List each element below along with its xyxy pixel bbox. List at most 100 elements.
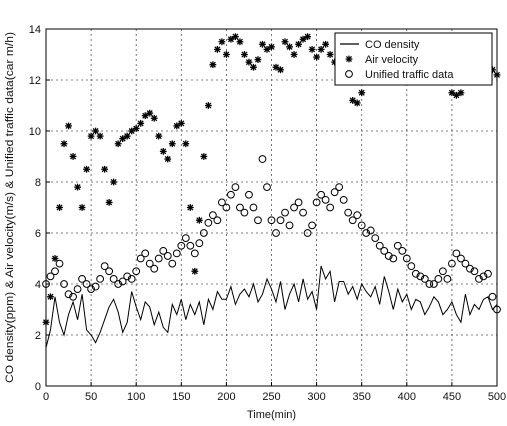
unified-traffic-point <box>303 229 312 237</box>
legend-entry: Unified traffic data <box>345 69 454 81</box>
unified-traffic-point <box>330 188 339 197</box>
unified-traffic-point <box>154 254 163 263</box>
air-velocity-point <box>141 112 149 120</box>
unified-traffic-point <box>73 285 82 294</box>
legend-box <box>334 32 493 86</box>
x-tick-label: 50 <box>85 391 97 403</box>
y-tick-label: 2 <box>35 330 41 342</box>
unified-traffic-point <box>60 280 68 288</box>
unified-traffic-point <box>245 190 253 199</box>
air-velocity-point <box>155 132 163 140</box>
unified-traffic-point <box>276 216 285 225</box>
unified-traffic-point <box>64 290 73 299</box>
unified-traffic-point <box>317 190 326 199</box>
air-velocity-point <box>186 204 194 211</box>
air-velocity-point <box>65 122 72 130</box>
unified-traffic-point <box>236 203 244 212</box>
unified-traffic-point <box>452 249 461 258</box>
legend-star-marker <box>345 55 353 63</box>
x-tick-label: 300 <box>307 391 325 403</box>
air-velocity-point <box>213 46 221 53</box>
unified-traffic-point <box>470 267 479 276</box>
unified-traffic-point <box>267 216 276 225</box>
unified-traffic-point <box>308 221 316 230</box>
unified-traffic-point <box>375 241 384 250</box>
unified-traffic-point <box>434 275 443 283</box>
y-tick-label: 12 <box>29 75 41 87</box>
unified-traffic-point <box>294 198 303 207</box>
air-velocity-point <box>236 38 244 46</box>
air-velocity-point <box>268 43 275 51</box>
air-velocity-point <box>195 216 203 224</box>
unified-traffic-point <box>114 280 123 288</box>
air-velocity-point <box>150 114 158 122</box>
air-velocity-point <box>105 199 113 206</box>
unified-traffic-point <box>123 272 132 281</box>
unified-traffic-point <box>420 275 429 283</box>
air-velocity-point <box>254 56 262 63</box>
air-velocity-point <box>290 51 298 58</box>
unified-traffic-point <box>448 259 456 268</box>
unified-traffic-point <box>204 218 213 227</box>
co-density-line <box>45 265 498 348</box>
unified-traffic-point <box>326 203 335 212</box>
air-velocity-point <box>132 125 140 132</box>
air-velocity-point <box>286 43 293 51</box>
legend-circle-marker <box>345 70 353 78</box>
x-tick-label: 350 <box>353 391 371 403</box>
unified-traffic-point <box>82 280 91 288</box>
unified-traffic-point <box>141 249 150 258</box>
air-velocity-point <box>146 109 154 117</box>
air-velocity-point <box>245 58 253 66</box>
unified-traffic-point <box>55 259 64 268</box>
unified-traffic-point <box>425 280 434 288</box>
unified-traffic-point <box>479 272 488 281</box>
air-velocity-point <box>317 46 325 53</box>
unified-traffic-point <box>181 234 190 243</box>
air-velocity-point <box>358 89 366 97</box>
unified-traffic-point <box>344 208 353 217</box>
air-velocity-point <box>200 153 208 160</box>
unified-traffic-point <box>69 292 77 301</box>
air-velocity-point <box>304 33 311 41</box>
legend-label: CO density <box>365 39 420 51</box>
air-velocity-point <box>114 140 122 148</box>
air-velocity-point <box>92 127 100 135</box>
unified-traffic-point <box>384 252 393 260</box>
air-velocity-point <box>281 38 289 46</box>
x-tick-label: 400 <box>398 391 416 403</box>
unified-traffic-point <box>443 275 452 283</box>
x-tick-label: 250 <box>262 391 280 403</box>
unified-traffic-point <box>132 267 141 276</box>
air-velocity-point <box>137 119 145 127</box>
unified-traffic-point <box>249 203 258 212</box>
air-velocity-point <box>277 66 284 74</box>
air-velocity-point <box>218 38 226 46</box>
unified-traffic-point <box>398 246 407 255</box>
air-velocity-point <box>326 51 334 58</box>
unified-traffic-point <box>339 195 348 204</box>
unified-traffic-point <box>285 221 294 230</box>
air-velocity-point <box>223 51 230 58</box>
legend-label: Air velocity <box>365 54 419 66</box>
air-velocity-point <box>182 140 190 148</box>
unified-traffic-point <box>199 229 208 237</box>
air-velocity-point <box>96 132 104 140</box>
air-velocity-point <box>164 155 172 163</box>
unified-traffic-point <box>380 246 389 255</box>
unified-traffic-point <box>362 229 371 237</box>
unified-traffic-point <box>136 254 145 263</box>
air-velocity-point <box>60 140 68 148</box>
unified-traffic-point <box>299 208 307 217</box>
unified-traffic-point <box>254 216 262 225</box>
unified-traffic-point <box>475 275 483 283</box>
y-tick-label: 8 <box>35 177 41 189</box>
unified-traffic-point <box>457 254 465 263</box>
unified-traffic-point <box>96 275 105 283</box>
air-velocity-point <box>448 89 456 97</box>
unified-traffic-point <box>190 249 199 258</box>
unified-traffic-point <box>258 155 267 163</box>
air-velocity-point <box>159 148 167 155</box>
air-velocity-point <box>83 165 90 173</box>
